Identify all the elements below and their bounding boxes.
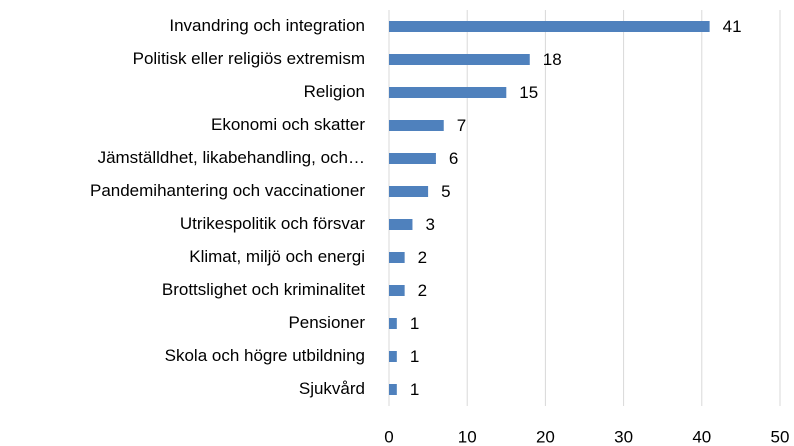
y-tick-label: Pandemihantering och vaccinationer <box>90 181 365 200</box>
x-tick-label: 30 <box>614 427 633 446</box>
y-tick-label: Religion <box>304 82 365 101</box>
y-tick-label: Skola och högre utbildning <box>165 346 365 365</box>
y-tick-label: Klimat, miljö och energi <box>189 247 365 266</box>
bar <box>389 285 405 296</box>
y-tick-label: Invandring och integration <box>169 16 365 35</box>
bar <box>389 318 397 329</box>
bar <box>389 120 444 131</box>
bar <box>389 384 397 395</box>
data-label: 18 <box>543 50 562 69</box>
data-label: 7 <box>457 116 466 135</box>
y-tick-label: Politisk eller religiös extremism <box>133 49 365 68</box>
data-label: 2 <box>418 281 427 300</box>
x-tick-label: 10 <box>458 427 477 446</box>
bar <box>389 87 507 98</box>
data-label: 41 <box>723 17 742 36</box>
data-label: 6 <box>449 149 458 168</box>
bar <box>389 153 436 164</box>
data-label: 5 <box>441 182 450 201</box>
y-tick-label: Jämställdhet, likabehandling, och… <box>98 148 365 167</box>
data-label: 1 <box>410 347 419 366</box>
bar <box>389 219 413 230</box>
y-tick-label: Pensioner <box>288 313 365 332</box>
y-tick-label: Utrikespolitik och försvar <box>180 214 366 233</box>
data-label: 15 <box>519 83 538 102</box>
x-tick-label: 0 <box>384 427 393 446</box>
data-label: 2 <box>418 248 427 267</box>
y-tick-label: Ekonomi och skatter <box>211 115 365 134</box>
x-tick-label: 50 <box>771 427 790 446</box>
bar <box>389 186 429 197</box>
x-tick-label: 40 <box>692 427 711 446</box>
bar <box>389 21 710 32</box>
bar <box>389 54 530 65</box>
bar <box>389 351 397 362</box>
data-label: 1 <box>410 314 419 333</box>
x-tick-label: 20 <box>536 427 555 446</box>
y-tick-label: Sjukvård <box>299 379 365 398</box>
bar <box>389 252 405 263</box>
data-label: 3 <box>425 215 434 234</box>
y-tick-label: Brottslighet och kriminalitet <box>162 280 365 299</box>
data-label: 1 <box>410 380 419 399</box>
